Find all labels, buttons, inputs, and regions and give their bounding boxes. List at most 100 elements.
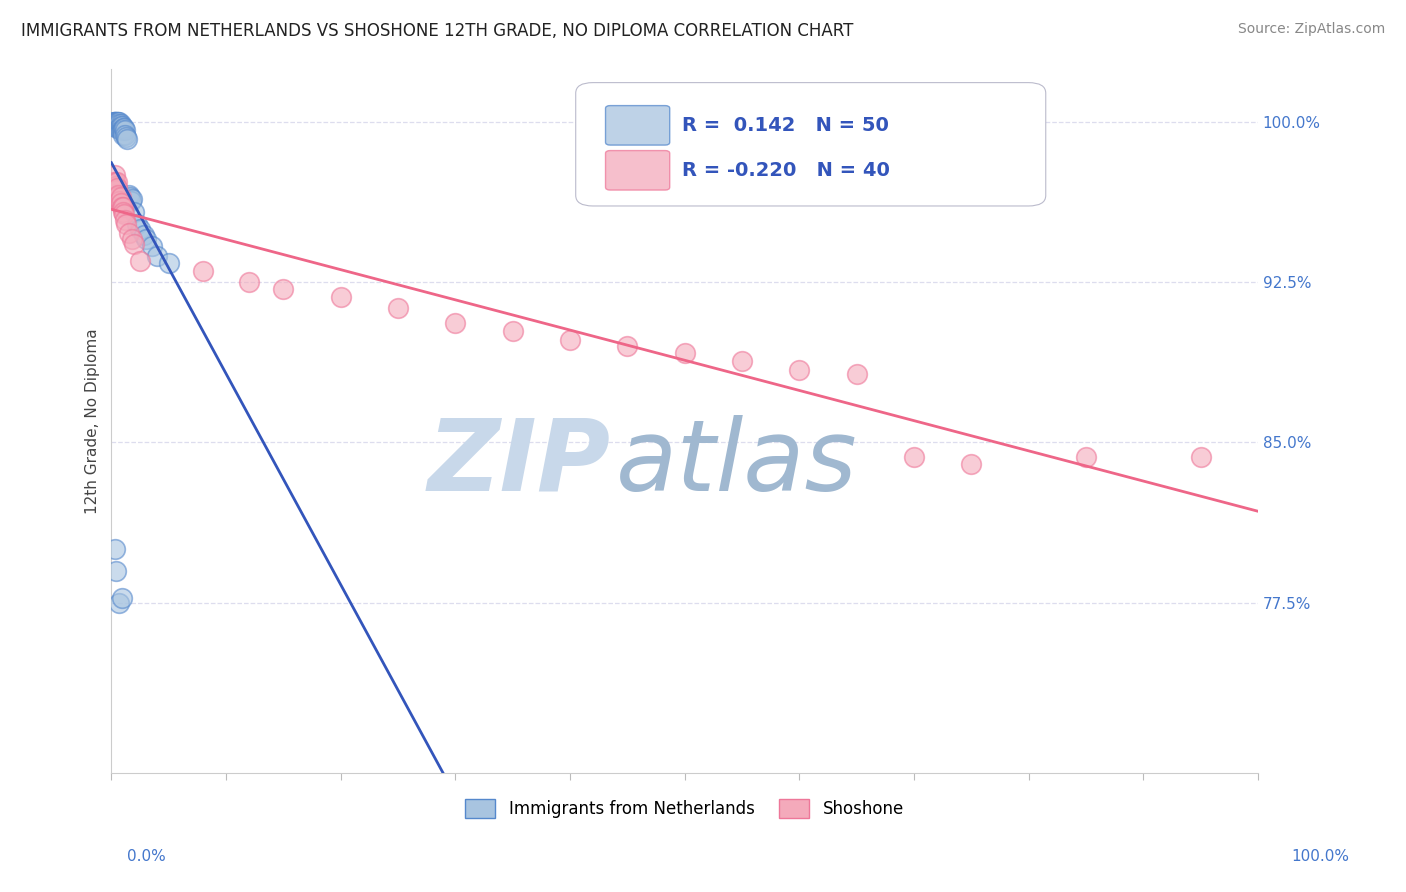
Point <box>616 339 638 353</box>
Point <box>111 128 134 142</box>
Point <box>117 132 139 146</box>
Point <box>111 200 134 214</box>
Point <box>129 253 152 268</box>
Point <box>124 204 146 219</box>
Point <box>845 367 868 381</box>
Point <box>104 115 127 129</box>
Point <box>444 316 467 330</box>
Point <box>111 123 134 137</box>
Point <box>108 117 131 131</box>
Point <box>960 457 983 471</box>
Point <box>118 189 141 203</box>
Point <box>104 115 127 129</box>
Y-axis label: 12th Grade, No Diploma: 12th Grade, No Diploma <box>86 328 100 514</box>
Point <box>121 232 143 246</box>
Point <box>105 117 128 131</box>
Point <box>1189 450 1212 465</box>
Point <box>141 239 163 253</box>
Point <box>105 564 128 578</box>
Point <box>107 115 129 129</box>
Point <box>117 187 139 202</box>
Text: atlas: atlas <box>616 415 858 512</box>
Point <box>329 290 352 304</box>
Point <box>121 192 143 206</box>
Point <box>146 250 169 264</box>
Point <box>103 115 125 129</box>
Point <box>104 542 127 557</box>
Point <box>110 196 132 211</box>
Point <box>117 226 139 240</box>
Point <box>114 213 136 227</box>
Point <box>107 117 129 131</box>
Point <box>111 123 134 137</box>
Point <box>124 236 146 251</box>
Point <box>108 121 131 136</box>
Point <box>673 345 696 359</box>
Point <box>105 189 128 203</box>
Point <box>111 200 134 214</box>
Point <box>105 115 128 129</box>
Point <box>157 256 180 270</box>
Text: Source: ZipAtlas.com: Source: ZipAtlas.com <box>1237 22 1385 37</box>
Point <box>111 119 134 133</box>
Point <box>105 183 128 197</box>
Point <box>104 117 127 131</box>
Text: 0.0%: 0.0% <box>127 849 166 863</box>
Point <box>112 121 135 136</box>
Point <box>115 218 138 232</box>
Point <box>110 189 132 203</box>
Point <box>104 169 127 183</box>
Point <box>105 119 128 133</box>
Point <box>105 175 128 189</box>
Point <box>105 179 128 194</box>
Point <box>107 187 129 202</box>
Point <box>114 123 136 137</box>
Point <box>558 333 581 347</box>
Text: 100.0%: 100.0% <box>1292 849 1350 863</box>
Point <box>273 281 295 295</box>
FancyBboxPatch shape <box>575 83 1046 206</box>
Point <box>787 362 810 376</box>
Point <box>108 595 131 609</box>
Point <box>114 128 136 142</box>
Point <box>103 177 125 191</box>
Point <box>731 354 754 368</box>
Point <box>108 115 131 129</box>
Point <box>105 117 128 131</box>
Point <box>110 117 132 131</box>
Legend: Immigrants from Netherlands, Shoshone: Immigrants from Netherlands, Shoshone <box>458 792 911 825</box>
Text: IMMIGRANTS FROM NETHERLANDS VS SHOSHONE 12TH GRADE, NO DIPLOMA CORRELATION CHART: IMMIGRANTS FROM NETHERLANDS VS SHOSHONE … <box>21 22 853 40</box>
Point <box>111 204 134 219</box>
Point <box>110 119 132 133</box>
Point <box>238 275 260 289</box>
Point <box>101 117 124 131</box>
Point <box>135 232 157 246</box>
Point <box>903 450 925 465</box>
Point <box>502 324 524 338</box>
Point <box>105 121 128 136</box>
Point <box>103 117 125 131</box>
Point <box>387 301 409 315</box>
Point <box>104 175 127 189</box>
Text: R = -0.220   N = 40: R = -0.220 N = 40 <box>682 161 890 180</box>
Point <box>191 264 214 278</box>
Point <box>125 218 148 232</box>
Point <box>101 175 124 189</box>
Point <box>120 194 142 208</box>
Point <box>1074 450 1097 465</box>
Point <box>108 194 131 208</box>
Point <box>115 129 138 144</box>
Point <box>112 207 135 221</box>
Point <box>105 115 128 129</box>
Point <box>129 221 152 235</box>
FancyBboxPatch shape <box>606 151 669 190</box>
Point <box>110 123 132 137</box>
Point <box>105 115 128 129</box>
Point <box>101 119 124 133</box>
Point <box>103 115 125 129</box>
Point <box>111 121 134 136</box>
Point <box>111 591 134 606</box>
Point <box>132 228 155 243</box>
Point <box>105 181 128 195</box>
FancyBboxPatch shape <box>606 105 669 145</box>
